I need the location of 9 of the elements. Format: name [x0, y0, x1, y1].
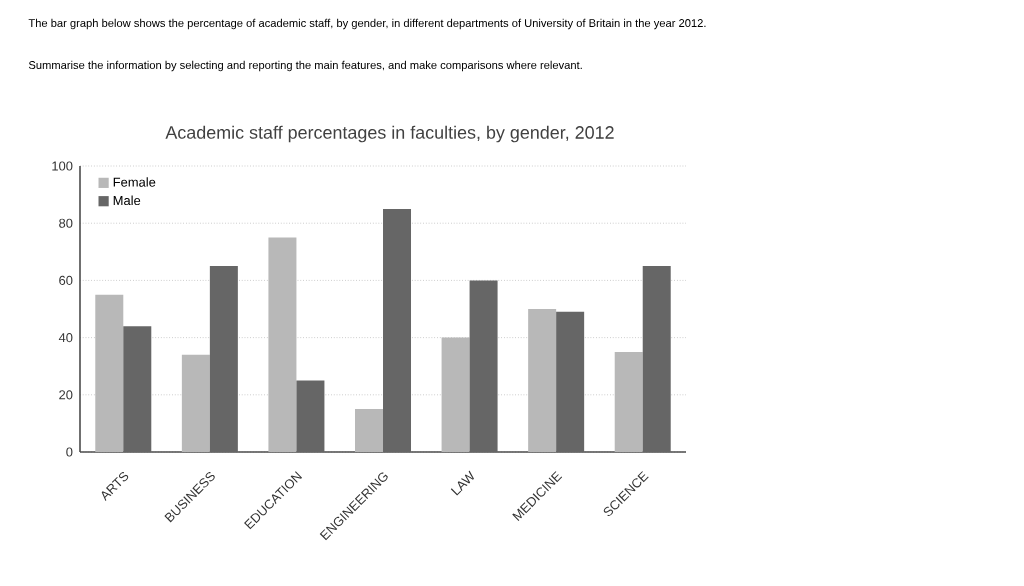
bar — [469, 280, 498, 453]
bar — [296, 380, 325, 453]
bar — [209, 266, 238, 453]
bar — [642, 266, 671, 453]
bar — [123, 326, 152, 453]
bar — [383, 208, 412, 453]
bar — [556, 311, 585, 453]
bar — [355, 409, 384, 453]
chart-title: Academic staff percentages in faculties, by gender, 2012 — [165, 125, 614, 143]
